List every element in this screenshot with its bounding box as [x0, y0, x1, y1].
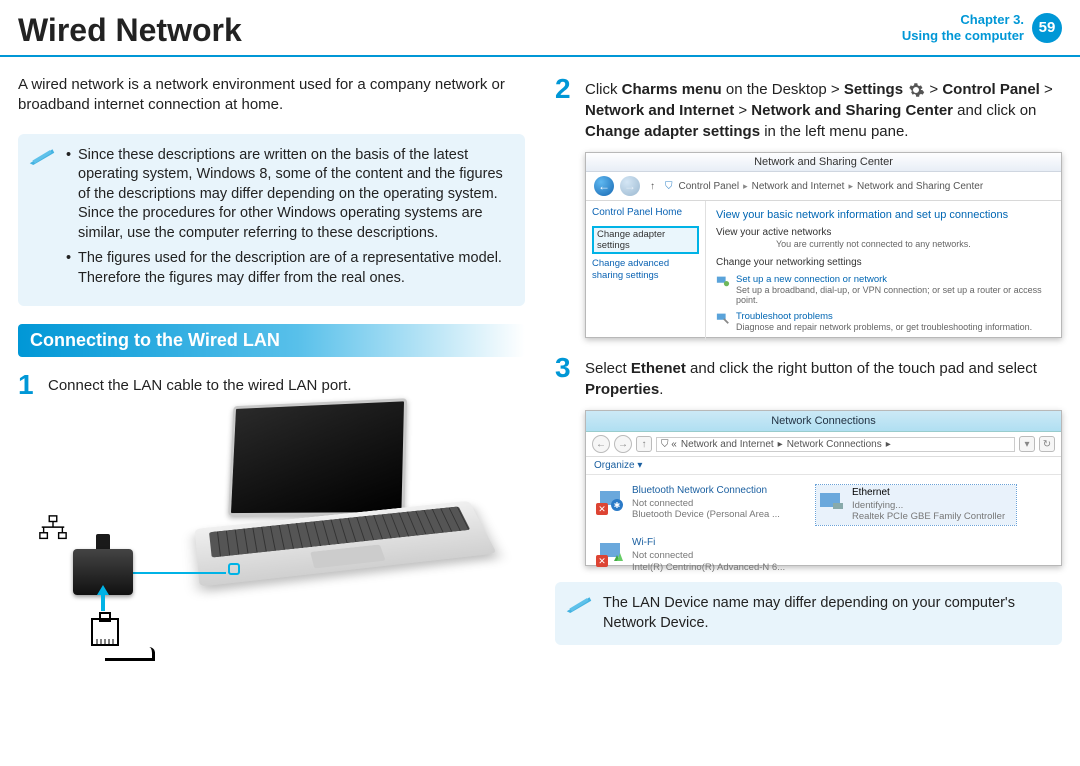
section-heading: Connecting to the Wired LAN [18, 324, 525, 357]
step-2-text: Click Charms menu on the Desktop > Setti… [585, 75, 1062, 142]
troubleshoot-link[interactable]: Troubleshoot problems [736, 311, 1032, 322]
refresh-button[interactable]: ↻ [1039, 436, 1055, 452]
note-icon [28, 144, 56, 166]
chapter-block: Chapter 3. Using the computer 59 [902, 12, 1062, 43]
step-2: 2 Click Charms menu on the Desktop > Set… [555, 75, 1062, 142]
step-2-number: 2 [555, 75, 575, 142]
bluetooth-adapter-icon: ✱ ✕ [598, 485, 626, 513]
wifi-adapter-icon: ✕ [598, 537, 626, 565]
step-3-number: 3 [555, 354, 575, 400]
cp-home-link[interactable]: Control Panel Home [592, 207, 699, 218]
connection-icon [716, 274, 730, 288]
step-1-number: 1 [18, 371, 38, 399]
lan-network-icon [38, 514, 68, 544]
change-adapter-link[interactable]: Change adapter settings [592, 226, 699, 254]
screenshot-sharing-center: Network and Sharing Center ← → ↑ ⛉ Contr… [585, 152, 1062, 338]
step-3-text: Select Ethenet and click the right butto… [585, 354, 1062, 400]
step-3: 3 Select Ethenet and click the right but… [555, 354, 1062, 400]
settings-gear-icon [907, 81, 925, 99]
forward-button[interactable]: → [620, 176, 640, 196]
step-1-text: Connect the LAN cable to the wired LAN p… [48, 371, 525, 399]
step-1: 1 Connect the LAN cable to the wired LAN… [18, 371, 525, 399]
page-number-badge: 59 [1032, 13, 1062, 43]
intro-text: A wired network is a network environment… [18, 75, 525, 116]
shot1-heading: View your basic network information and … [716, 209, 1051, 221]
disconnected-icon: ✕ [596, 503, 608, 515]
connection-wifi[interactable]: ✕ Wi-Fi Not connected Intel(R) Centrino(… [598, 537, 798, 573]
address-bar[interactable]: ⛉ « Network and Internet▸ Network Connec… [656, 437, 1015, 452]
up-button[interactable]: ↑ [636, 436, 652, 452]
arrow-up-icon [97, 585, 109, 611]
view-active-networks: View your active networks [716, 227, 1051, 238]
forward-button-2[interactable]: → [614, 435, 632, 453]
page-header: Wired Network Chapter 3. Using the compu… [0, 0, 1080, 57]
dropdown-button[interactable]: ▾ [1019, 436, 1035, 452]
left-column: A wired network is a network environment… [18, 75, 525, 659]
ethernet-adapter-icon [818, 487, 846, 515]
troubleshoot-icon [716, 311, 730, 325]
page-title: Wired Network [18, 12, 242, 49]
note1-item1: Since these descriptions are written on … [66, 146, 509, 244]
back-button[interactable]: ← [594, 176, 614, 196]
setup-connection-link[interactable]: Set up a new connection or network [736, 274, 1051, 285]
right-column: 2 Click Charms menu on the Desktop > Set… [555, 75, 1062, 659]
note1-item2: The figures used for the description are… [66, 249, 509, 288]
note2-text: The LAN Device name may differ depending… [603, 595, 1015, 631]
shot1-title: Network and Sharing Center [586, 153, 1061, 172]
back-button-2[interactable]: ← [592, 435, 610, 453]
screenshot-network-connections: Network Connections ← → ↑ ⛉ « Network an… [585, 410, 1062, 566]
advanced-sharing-link[interactable]: Change advanced sharing settings [592, 258, 699, 283]
note-box-1: Since these descriptions are written on … [18, 134, 525, 307]
organize-menu[interactable]: Organize ▾ [586, 457, 1061, 475]
note-icon [565, 592, 593, 614]
breadcrumb[interactable]: Control PanelNetwork and InternetNetwork… [679, 181, 984, 192]
note-box-2: The LAN Device name may differ depending… [555, 582, 1062, 645]
connection-bluetooth[interactable]: ✱ ✕ Bluetooth Network Connection Not con… [598, 485, 798, 525]
shot2-title: Network Connections [586, 411, 1061, 432]
chapter-line1: Chapter 3. [902, 12, 1024, 28]
connection-ethernet[interactable]: Ethernet Identifying... Realtek PCIe GBE… [816, 485, 1016, 525]
laptop-figure [18, 409, 525, 659]
svg-text:✱: ✱ [614, 501, 621, 510]
chapter-line2: Using the computer [902, 28, 1024, 44]
disconnected-icon: ✕ [596, 555, 608, 567]
